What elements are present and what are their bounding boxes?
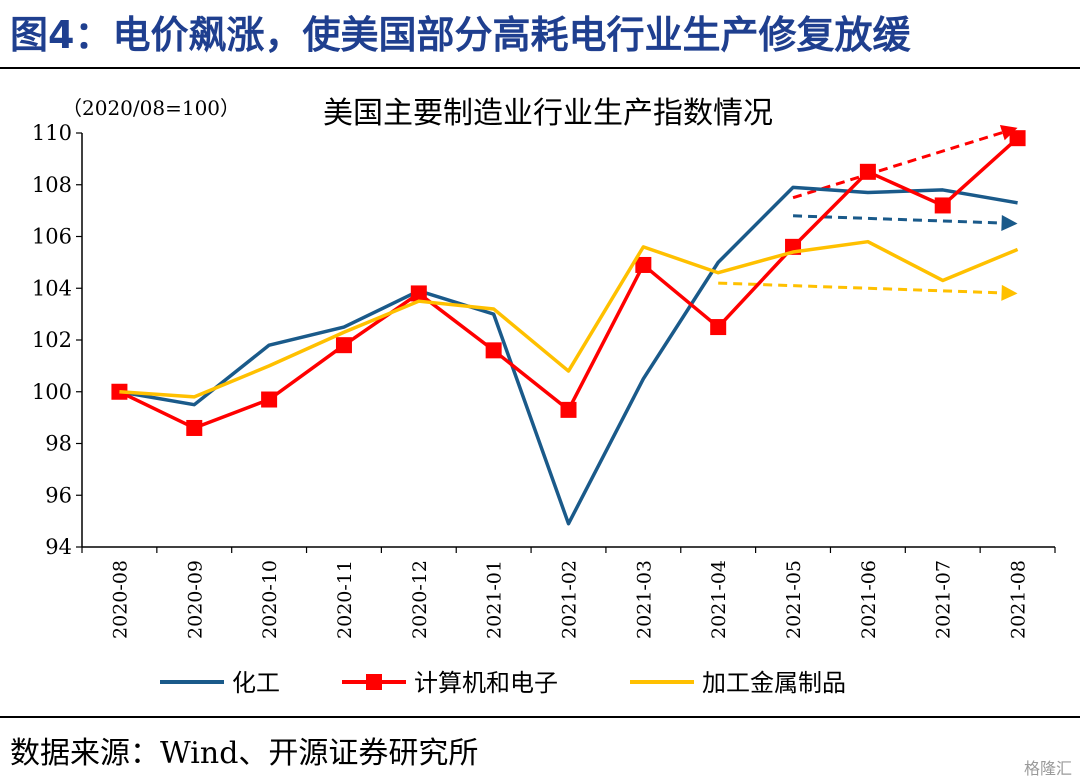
y-tick-label: 94 <box>45 535 72 559</box>
y-tick-label: 100 <box>32 380 72 404</box>
x-tick-label: 2021-03 <box>633 560 655 639</box>
legend-label: 化工 <box>232 669 280 697</box>
data-point <box>335 337 352 354</box>
trend-arrow-line <box>718 281 1002 295</box>
series-layer <box>111 130 1026 526</box>
y-tick-label: 104 <box>32 276 72 300</box>
x-tick-label: 2021-07 <box>933 560 955 639</box>
chart: （2020/08=100） 美国主要制造业行业生产指数情况 94 96 98 100 1… <box>32 96 1056 697</box>
chart-title: 美国主要制造业行业生产指数情况 <box>323 96 773 131</box>
watermark-logo: 格隆汇 <box>1023 759 1072 778</box>
trend-arrowhead <box>999 124 1018 141</box>
y-tick-label: 96 <box>45 483 72 507</box>
y-tick-label: 102 <box>32 328 72 352</box>
series-line <box>119 239 1019 399</box>
data-point <box>261 391 278 408</box>
x-tick-label: 2020-12 <box>409 560 431 639</box>
legend-marker <box>366 674 382 690</box>
trend-arrow-line <box>792 214 1002 225</box>
data-point <box>934 197 951 214</box>
source-rule <box>0 716 1080 718</box>
x-tick-label: 2021-06 <box>858 560 880 639</box>
data-point <box>1009 130 1026 147</box>
legend: 化工 计算机和电子 加工金属制品 <box>160 669 846 697</box>
data-point <box>485 342 502 359</box>
trend-arrowhead <box>1001 215 1018 232</box>
x-tick-label: 2020-09 <box>184 560 206 639</box>
series-line <box>119 185 1018 526</box>
x-tick-label: 2021-05 <box>783 560 805 639</box>
x-tick-label: 2021-01 <box>484 560 506 639</box>
legend-label: 计算机和电子 <box>414 669 558 697</box>
y-tick-label: 98 <box>45 432 72 456</box>
data-point <box>635 256 652 273</box>
data-point <box>410 285 427 302</box>
y-tick-label: 106 <box>32 225 72 249</box>
source-note: 数据来源：Wind、开源证券研究所 <box>10 736 479 771</box>
series-line <box>118 136 1019 430</box>
trend-arrow-line <box>792 131 1003 200</box>
chart-unit-note: （2020/08=100） <box>62 96 240 120</box>
x-tick-label: 2021-04 <box>708 560 730 639</box>
trend-arrowhead <box>1001 284 1018 301</box>
x-tick-label: 2021-08 <box>1008 560 1030 639</box>
chart-axes: 94 96 98 100 102 104 106 108 110 2020-08 2020-09 20… <box>32 121 1056 639</box>
y-tick-label: 108 <box>32 173 72 197</box>
data-point <box>186 419 203 436</box>
y-tick-label: 110 <box>32 121 72 145</box>
title-rule <box>0 67 1080 69</box>
x-tick-label: 2020-11 <box>334 560 356 639</box>
x-tick-label: 2020-10 <box>259 560 281 639</box>
x-tick-label: 2020-08 <box>109 560 131 639</box>
data-point <box>859 163 876 180</box>
data-point <box>560 401 577 418</box>
trend-arrows <box>718 124 1018 301</box>
data-point <box>710 319 727 336</box>
legend-label: 加工金属制品 <box>702 669 846 697</box>
x-tick-label: 2021-02 <box>559 560 581 639</box>
figure-title: 图4：电价飙涨，使美国部分高耗电行业生产修复放缓 <box>10 13 911 57</box>
